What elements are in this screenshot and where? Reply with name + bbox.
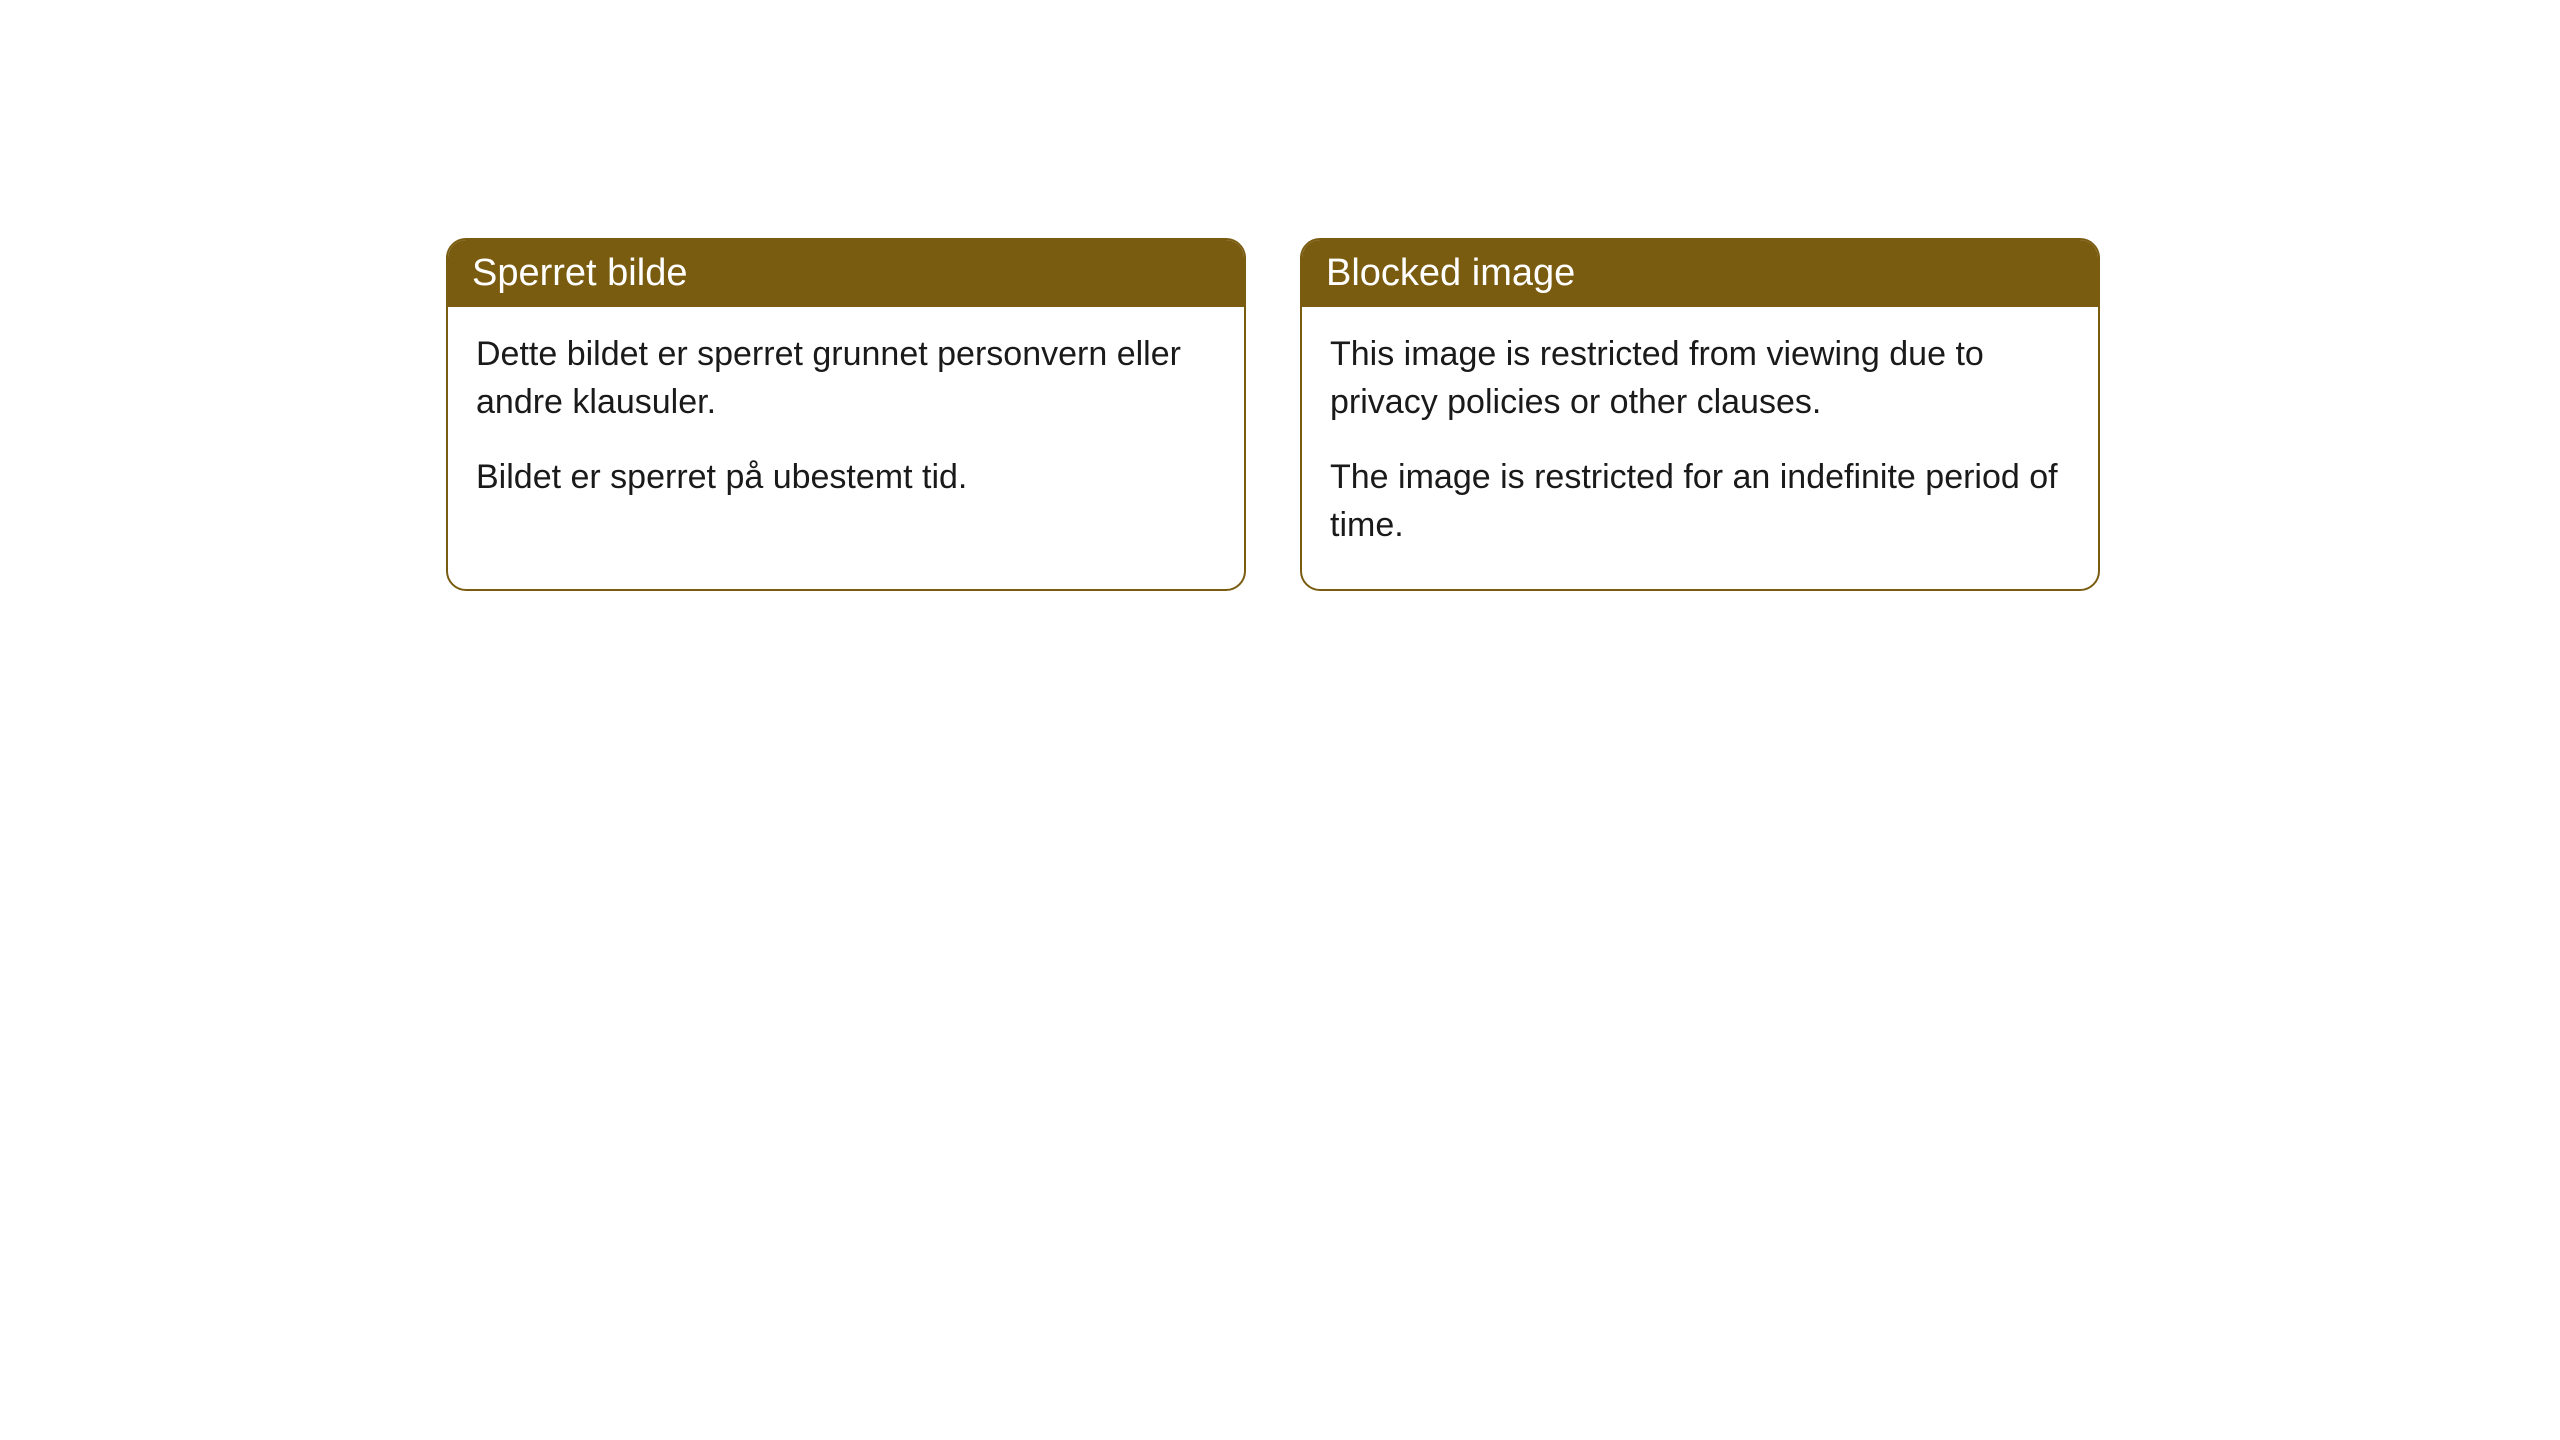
blocked-image-card-english: Blocked image This image is restricted f… (1300, 238, 2100, 591)
card-body-norwegian: Dette bildet er sperret grunnet personve… (448, 307, 1244, 542)
blocked-image-card-norwegian: Sperret bilde Dette bildet er sperret gr… (446, 238, 1246, 591)
card-header-english: Blocked image (1302, 240, 2098, 307)
card-paragraph-2-english: The image is restricted for an indefinit… (1330, 454, 2070, 549)
notice-cards-container: Sperret bilde Dette bildet er sperret gr… (0, 0, 2560, 591)
card-header-norwegian: Sperret bilde (448, 240, 1244, 307)
card-title-norwegian: Sperret bilde (472, 252, 687, 294)
card-paragraph-1-english: This image is restricted from viewing du… (1330, 331, 2070, 426)
card-paragraph-1-norwegian: Dette bildet er sperret grunnet personve… (476, 331, 1216, 426)
card-body-english: This image is restricted from viewing du… (1302, 307, 2098, 589)
card-title-english: Blocked image (1326, 252, 1575, 294)
card-paragraph-2-norwegian: Bildet er sperret på ubestemt tid. (476, 454, 1216, 502)
